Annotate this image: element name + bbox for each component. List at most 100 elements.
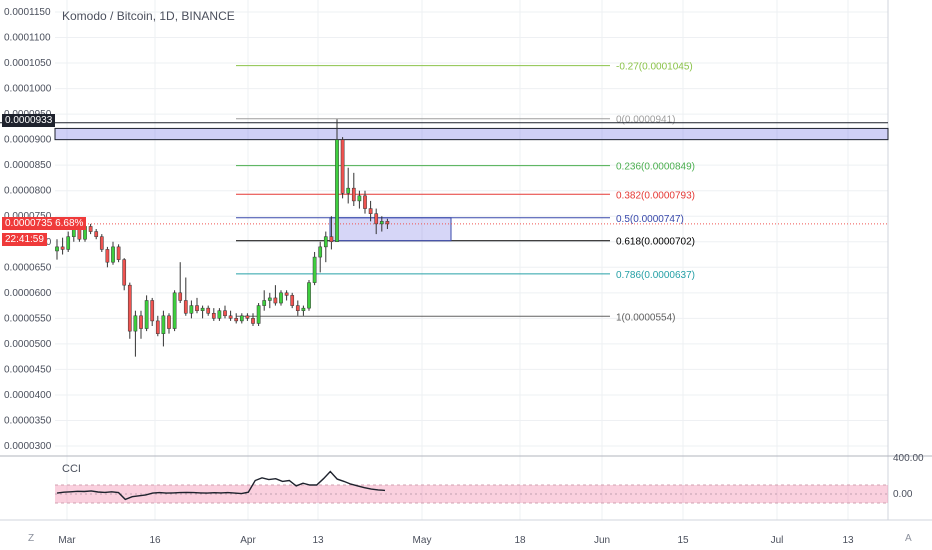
y-tick-label: 0.0000400: [4, 390, 52, 401]
candle-body: [183, 300, 188, 314]
x-tick-label: 15: [677, 535, 689, 546]
candle-body: [206, 307, 211, 314]
x-tick-label: Jun: [594, 535, 610, 546]
fib-level-label: -0.27(0.0001045): [616, 62, 693, 73]
candle-body: [167, 315, 171, 329]
candle-body: [200, 307, 205, 311]
candle-body: [127, 284, 132, 332]
candle-body: [133, 315, 138, 332]
candle-body: [116, 246, 121, 260]
fib-level-label: 0(0.0000941): [616, 115, 676, 126]
current-price-tag: 0.0000735 6.68%: [2, 217, 87, 230]
candle-body: [256, 305, 261, 324]
candle-body: [239, 315, 244, 322]
y-tick-label: 0.0000450: [4, 364, 52, 375]
fib-level-label: 0.236(0.0000849): [616, 162, 695, 173]
y-tick-label: 0.0001150: [4, 7, 51, 18]
candle-body: [295, 305, 300, 311]
y-tick-label: 0.0000550: [4, 313, 52, 324]
candle-body: [189, 305, 194, 314]
candle-body: [161, 315, 166, 334]
candle-body: [94, 231, 99, 237]
y-tick-label: 0.0001050: [4, 58, 52, 69]
candle-body: [340, 139, 345, 194]
candle-body: [195, 305, 199, 311]
candle-body: [55, 246, 59, 252]
candle-body: [211, 312, 216, 319]
candle-body: [329, 236, 334, 243]
crosshair-price-tag: 0.0000933: [2, 114, 56, 127]
candle-body: [245, 315, 250, 319]
y-tick-label: 0.0000350: [4, 415, 52, 426]
candle-body: [77, 228, 82, 240]
candle-body: [312, 256, 317, 283]
cci-tick-label: 400.00: [893, 453, 924, 464]
resistance-zone: [54, 127, 889, 141]
y-tick-label: 0.0000750: [4, 211, 52, 222]
candle-body: [346, 187, 351, 194]
candle-body: [150, 300, 155, 322]
x-tick-label: Apr: [240, 535, 256, 546]
candle-body: [66, 236, 71, 250]
candle-body: [228, 315, 233, 319]
candle-body: [71, 228, 76, 237]
candle-body: [60, 246, 65, 250]
timezone-button[interactable]: Z: [28, 533, 35, 544]
price-change: 6.68%: [55, 218, 84, 229]
candle-body: [172, 292, 177, 329]
x-tick-label: 16: [149, 535, 161, 546]
candle-body: [144, 300, 149, 329]
y-tick-label: 0.0000650: [4, 262, 52, 273]
candle-body: [217, 310, 222, 319]
candle-body: [351, 187, 356, 202]
y-tick-label: 0.0000900: [4, 135, 52, 146]
x-tick-label: Mar: [58, 535, 76, 546]
candle-body: [88, 226, 93, 232]
y-tick-label: 0.0001000: [4, 84, 52, 95]
candle-body: [307, 282, 311, 309]
y-tick-label: 0.0001100: [4, 33, 51, 44]
auto-scale-button[interactable]: A: [905, 533, 912, 544]
fib-level-label: 0.5(0.0000747): [616, 214, 684, 225]
candle-body: [139, 315, 143, 329]
candle-body: [105, 249, 110, 263]
candle-body: [262, 300, 267, 306]
current-price: 0.0000735: [5, 218, 53, 229]
candle-body: [385, 221, 390, 225]
candle-body: [223, 310, 227, 317]
y-tick-label: 0.0000600: [4, 288, 52, 299]
y-tick-label: 0.0000800: [4, 186, 52, 197]
x-tick-label: 13: [842, 535, 854, 546]
cci-line: [56, 470, 386, 501]
x-tick-label: 13: [312, 535, 324, 546]
candle-body: [122, 259, 127, 286]
candle-body: [290, 295, 295, 306]
x-tick-label: Jul: [771, 535, 784, 546]
candle-body: [357, 195, 362, 202]
candle-body: [335, 139, 339, 243]
candle-body: [155, 320, 160, 334]
x-tick-label: 18: [514, 535, 526, 546]
y-tick-label: 0.0000500: [4, 339, 52, 350]
candle-body: [368, 208, 373, 214]
candle-body: [318, 246, 323, 258]
candle-body: [279, 292, 283, 304]
candle-body: [99, 236, 104, 250]
fib-level-label: 1(0.0000554): [616, 312, 676, 323]
y-tick-label: 0.0000300: [4, 441, 52, 452]
x-tick-label: May: [413, 535, 432, 546]
candle-body: [273, 297, 278, 304]
candle-body: [267, 297, 272, 301]
candle-body: [363, 195, 367, 209]
candle-body: [323, 236, 328, 248]
fib-level-label: 0.618(0.0000702): [616, 237, 695, 248]
fib-level-label: 0.382(0.0000793): [616, 190, 695, 201]
chart-title: Komodo / Bitcoin, 1D, BINANCE: [62, 9, 235, 23]
candle-body: [111, 246, 115, 263]
y-tick-label: 0.0000850: [4, 160, 52, 171]
candle-body: [301, 307, 306, 311]
candle-body: [379, 221, 384, 225]
candle-body: [374, 213, 379, 225]
candle-body: [234, 318, 239, 322]
candle-body: [251, 318, 255, 324]
